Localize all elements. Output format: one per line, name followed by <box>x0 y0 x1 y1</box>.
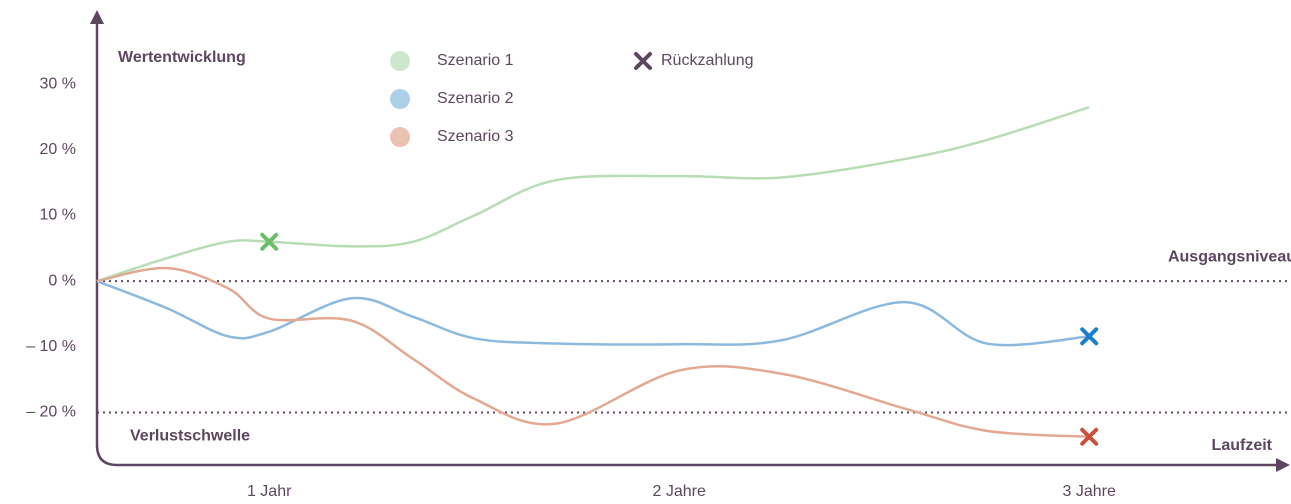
y-tick-label: 10 % <box>40 207 76 224</box>
legend-swatch <box>390 127 410 147</box>
y-tick-label: 20 % <box>40 141 76 158</box>
y-tick-label: – 10 % <box>26 338 76 355</box>
legend-label: Rückzahlung <box>661 52 754 69</box>
x-axis-label: Laufzeit <box>1212 437 1273 454</box>
reference-label: Ausgangsniveau <box>1168 248 1291 265</box>
series-line <box>96 266 1090 439</box>
y-tick-label: – 20 % <box>26 404 76 421</box>
legend-swatch <box>390 89 410 109</box>
repayment-marker <box>1080 427 1099 446</box>
x-tick-label: 2 Jahre <box>653 483 706 500</box>
legend-swatch <box>634 52 652 70</box>
series-line <box>96 280 1090 347</box>
legend-swatch <box>390 51 410 71</box>
repayment-marker <box>260 232 279 251</box>
legend-label: Szenario 1 <box>437 52 514 69</box>
legend-label: Szenario 3 <box>437 128 514 145</box>
reference-label: Verlustschwelle <box>130 428 250 445</box>
axes <box>95 18 1279 467</box>
x-arrow <box>1276 458 1290 472</box>
y-axis-label: Wertentwicklung <box>118 49 246 66</box>
x-tick-label: 1 Jahr <box>247 483 292 500</box>
y-arrow <box>90 10 104 24</box>
legend-label: Szenario 2 <box>437 90 514 107</box>
series-line <box>96 106 1090 283</box>
y-tick-label: 30 % <box>40 75 76 92</box>
repayment-marker <box>1080 327 1099 346</box>
x-tick-label: 3 Jahre <box>1063 483 1116 500</box>
y-tick-label: 0 % <box>48 272 76 289</box>
